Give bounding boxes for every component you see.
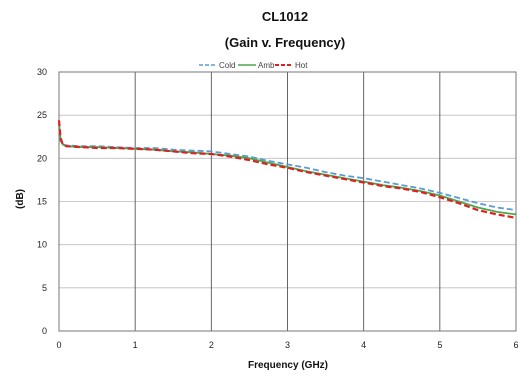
x-tick-label: 5 [437,340,442,350]
y-tick-label: 5 [42,283,47,293]
x-tick-label: 1 [133,340,138,350]
chart-subtitle: (Gain v. Frequency) [225,35,345,50]
x-tick-labels: 0 1 2 3 4 5 6 [56,340,518,350]
x-tick-label: 3 [285,340,290,350]
y-axis-label: (dB) [15,189,26,209]
plot-frame [58,71,517,332]
x-tick-label: 2 [209,340,214,350]
y-tick-label: 10 [37,240,47,250]
legend-label: Amb [258,61,275,70]
series-line-hot [57,120,517,219]
series-line-cold [58,127,517,211]
x-tick-label: 4 [361,340,366,350]
legend-label: Cold [219,61,235,70]
x-tick-label: 0 [56,340,61,350]
x-axis-label: Frequency (GHz) [248,360,328,371]
chart-title: CL1012 [262,9,308,24]
x-tick-label: 6 [513,340,518,350]
y-tick-label: 0 [42,326,47,336]
y-tick-label: 15 [37,197,47,207]
y-tick-label: 20 [37,153,47,163]
legend-label: Hot [295,61,308,70]
series-lines [57,120,517,219]
y-tick-label: 30 [37,67,47,77]
y-tick-labels: 0 5 10 15 20 25 30 [37,67,47,336]
series-line-amb [58,123,517,216]
y-tick-label: 25 [37,110,47,120]
grid [58,71,517,332]
legend: Cold Amb Hot [199,61,308,70]
